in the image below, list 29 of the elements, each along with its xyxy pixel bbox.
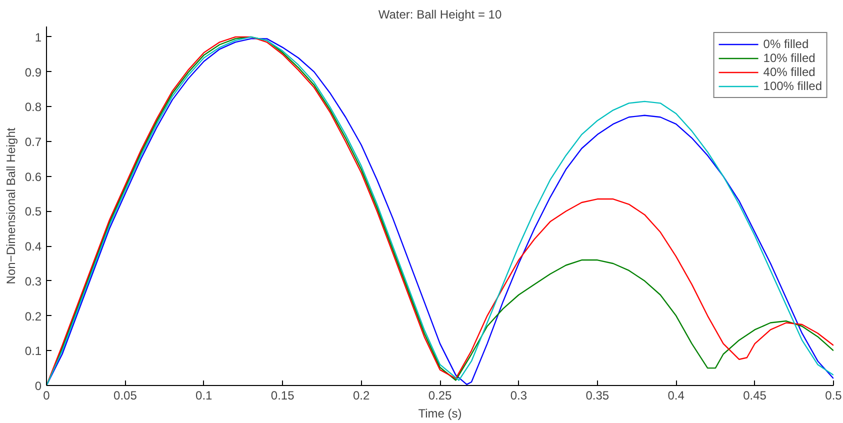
- y-tick-label: 1: [34, 30, 42, 44]
- y-tick-label: 0.3: [24, 274, 42, 288]
- chart-title: Water: Ball Height = 10: [378, 8, 502, 22]
- y-tick-label: 0.9: [24, 65, 42, 80]
- x-tick-label: 0.1: [196, 388, 213, 402]
- x-tick-label: 0.35: [586, 388, 610, 402]
- x-tick-label: 0.15: [270, 388, 295, 402]
- x-axis-title: Time (s): [418, 406, 462, 420]
- legend-label: 100% filled: [763, 79, 822, 93]
- x-tick-label: 0.4: [668, 388, 685, 402]
- y-tick-label: 0.6: [24, 170, 42, 184]
- legend-label: 40% filled: [763, 65, 816, 79]
- x-tick-label: 0.45: [743, 388, 767, 402]
- y-tick-label: 0.5: [24, 204, 42, 219]
- x-tick-label: 0.5: [825, 388, 842, 402]
- y-tick-label: 0.1: [24, 344, 42, 358]
- legend-label: 10% filled: [763, 51, 816, 65]
- x-tick-label: 0: [43, 388, 50, 402]
- x-tick-label: 0.3: [510, 388, 528, 402]
- x-tick-label: 0.05: [114, 388, 138, 402]
- y-axis-title: Non−Dimensional Ball Height: [4, 127, 18, 284]
- legend-label: 0% filled: [763, 37, 809, 51]
- x-tick-label: 0.2: [352, 388, 370, 402]
- y-tick-label: 0.8: [24, 100, 42, 114]
- x-tick-label: 0.25: [428, 388, 452, 402]
- y-tick-label: 0: [34, 379, 42, 393]
- y-tick-label: 0.2: [24, 309, 42, 324]
- y-tick-label: 0.7: [24, 135, 42, 150]
- y-tick-label: 0.4: [24, 240, 42, 254]
